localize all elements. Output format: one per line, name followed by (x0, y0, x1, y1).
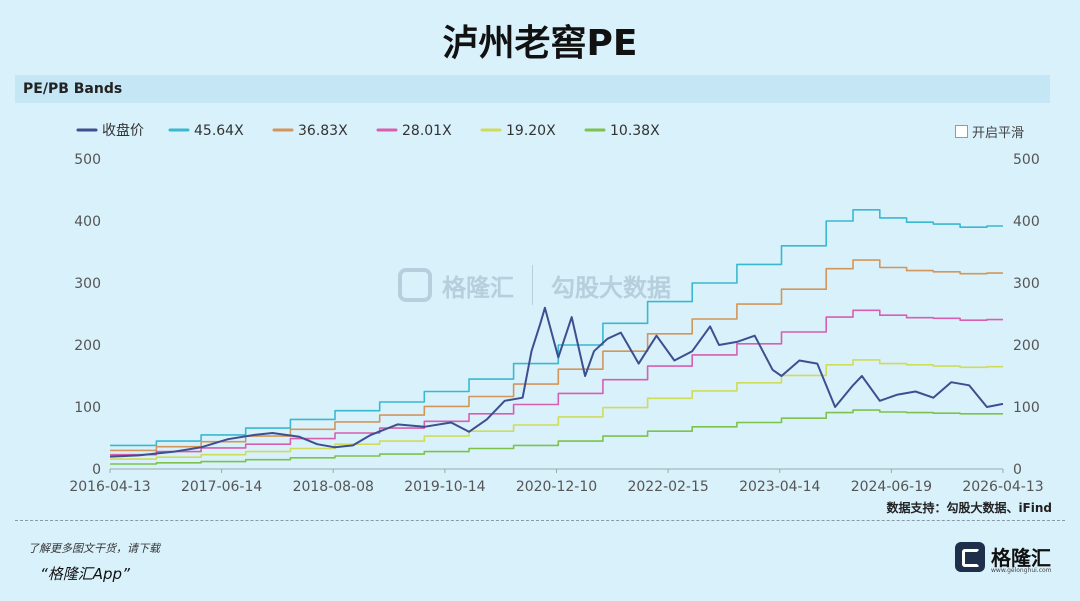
brand-name: 格隆汇 (991, 546, 1051, 570)
y-tick-label-left: 500 (74, 152, 101, 168)
y-tick-label-right: 400 (1013, 214, 1040, 230)
x-tick-label: 2023-04-14 (739, 479, 820, 495)
series-line-45.64X (110, 209, 1003, 447)
brand-mark-icon (955, 542, 985, 572)
x-tick-label: 2026-04-13 (962, 479, 1043, 495)
watermark-separator (532, 265, 533, 305)
x-tick-label: 2019-10-14 (404, 479, 485, 495)
watermark-right-text: 勾股大数据 (551, 273, 671, 302)
footer-app-name: “格隆汇App” (40, 565, 130, 583)
legend-label: 10.38X (610, 123, 660, 139)
brand-logo: 格隆汇 www.gelonghui.com (955, 540, 1055, 576)
y-tick-label-left: 100 (74, 400, 101, 416)
watermark-logo-icon (398, 268, 432, 302)
y-tick-label-right: 200 (1013, 338, 1040, 354)
y-tick-label-left: 400 (74, 214, 101, 230)
y-tick-label-right: 100 (1013, 400, 1040, 416)
x-tick-label: 2018-08-08 (293, 479, 374, 495)
legend-label: 36.83X (298, 123, 348, 139)
y-tick-label-left: 0 (92, 462, 101, 478)
legend-label: 收盘价 (102, 122, 144, 139)
brand-url: www.gelonghui.com (991, 567, 1052, 574)
series-line-28.01X (110, 309, 1003, 456)
smooth-toggle[interactable]: 开启平滑 (955, 122, 1024, 141)
watermark: 格隆汇 勾股大数据 (398, 265, 671, 305)
y-tick-label-left: 300 (74, 276, 101, 292)
x-tick-label: 2024-06-19 (851, 479, 932, 495)
x-tick-label: 2022-02-15 (627, 479, 708, 495)
series-line-19.20X (110, 359, 1003, 460)
watermark-left-text: 格隆汇 (442, 273, 514, 302)
panel-header: PE/PB Bands (15, 75, 1050, 103)
page-title: 泸州老窖PE (442, 23, 638, 64)
data-source-note: 数据支持：勾股大数据、iFind (886, 501, 1052, 515)
y-tick-label-right: 300 (1013, 276, 1040, 292)
pe-band-chart: 0 0 100 100 200 200 300 300 400 400 500 500 2016-04-… (69, 122, 1043, 495)
series-line-36.83X (110, 259, 1003, 452)
y-tick-label-right: 500 (1013, 152, 1040, 168)
x-tick-label: 2016-04-13 (69, 479, 150, 495)
legend-label: 45.64X (194, 123, 244, 139)
footer-divider (15, 520, 1065, 521)
smooth-checkbox-icon[interactable] (955, 125, 968, 138)
footer-note: 了解更多图文干货，请下载 (28, 542, 160, 555)
y-tick-label-left: 200 (74, 338, 101, 354)
series-line-收盘价 (109, 306, 1004, 458)
smooth-toggle-label: 开启平滑 (972, 126, 1025, 141)
y-tick-label-right: 0 (1013, 462, 1022, 478)
legend-label: 28.01X (402, 123, 452, 139)
legend-label: 19.20X (506, 123, 556, 139)
x-tick-label: 2020-12-10 (516, 479, 597, 495)
panel-title: PE/PB Bands (23, 81, 123, 97)
x-tick-label: 2017-06-14 (181, 479, 262, 495)
series-line-10.38X (110, 409, 1003, 465)
